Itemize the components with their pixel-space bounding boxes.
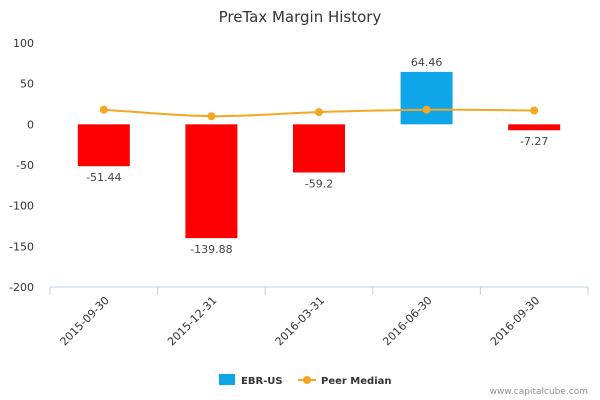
- y-tick-label: 50: [20, 78, 34, 91]
- bar[interactable]: [400, 71, 453, 125]
- y-tick-label: 100: [13, 37, 34, 50]
- y-tick-label: -100: [9, 200, 34, 213]
- bar-data-label: -59.2: [305, 177, 333, 190]
- y-tick-label: -200: [9, 281, 34, 294]
- bar[interactable]: [185, 124, 238, 239]
- y-tick-label: -150: [9, 240, 34, 253]
- x-tick-label: 2016-03-31: [273, 294, 327, 348]
- bar-data-label: -139.88: [190, 243, 232, 256]
- bar-data-label: 64.46: [411, 56, 443, 69]
- legend-label-ebr-us: EBR-US: [241, 376, 283, 387]
- x-axis: 2015-09-30 2015-12-31 2016-03-31 2016-06-30…: [49, 286, 589, 348]
- legend: EBR-US Peer Median: [219, 374, 392, 387]
- bar-data-labels: -51.44 -139.88 -59.2 64.46 -7.27: [86, 56, 548, 256]
- legend-marker-peer-median: [303, 376, 311, 384]
- x-tick-label: 2016-06-30: [380, 294, 434, 348]
- peer-median-series: [99, 105, 539, 121]
- peer-median-point[interactable]: [99, 105, 108, 114]
- legend-swatch-ebr-us: [219, 374, 235, 385]
- x-tick-label: 2015-09-30: [58, 294, 112, 348]
- bar-data-label: -7.27: [520, 135, 548, 148]
- legend-label-peer-median: Peer Median: [321, 376, 392, 387]
- y-tick-label: -50: [16, 159, 34, 172]
- bar[interactable]: [508, 124, 561, 131]
- credit-text: www.capitalcube.com: [490, 387, 588, 397]
- x-tick-label: 2015-12-31: [165, 294, 219, 348]
- peer-median-point[interactable]: [530, 106, 539, 115]
- peer-median-point[interactable]: [315, 108, 323, 117]
- bar-data-label: -51.44: [86, 171, 121, 184]
- x-tick-label: 2016-09-30: [488, 294, 542, 348]
- peer-median-point[interactable]: [207, 112, 216, 121]
- bar[interactable]: [293, 124, 345, 173]
- chart-title: PreTax Margin History: [219, 8, 382, 26]
- bar[interactable]: [77, 124, 130, 167]
- y-tick-label: 0: [27, 118, 34, 131]
- bar-series: [77, 71, 561, 239]
- peer-median-point[interactable]: [422, 105, 431, 114]
- y-axis: 100 50 0 -50 -100 -150 -200: [9, 37, 34, 294]
